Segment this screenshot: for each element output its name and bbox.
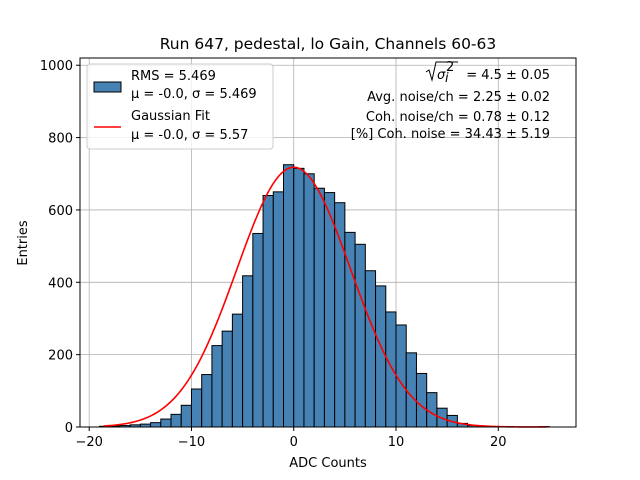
histogram-bar (252, 232, 264, 428)
histogram-bar (426, 392, 438, 428)
plot-frame (79, 57, 577, 428)
x-axis-ticks: −20 −10 0 10 20 (75, 427, 507, 450)
coh-noise-text: Coh. noise/ch = 0.78 ± 0.12 (366, 110, 550, 125)
histogram-bar (395, 324, 407, 428)
histogram-bar (150, 422, 162, 428)
y-axis-ticks: 0 200 400 600 800 1000 (40, 59, 80, 436)
histogram-bar (344, 231, 356, 428)
histogram-bar (303, 173, 315, 428)
histogram-bar (364, 270, 377, 428)
histogram-bar (272, 191, 285, 428)
histogram-bar (242, 275, 254, 428)
histogram-bar (405, 352, 417, 428)
x-axis-label: ADC Counts (289, 456, 367, 471)
histogram-bar (262, 194, 274, 428)
total-noise-value: = 4.5 ± 0.05 (466, 68, 550, 83)
noise-annotations: σ i 2 = 4.5 ± 0.05 Avg. noise/ch = 2.25 … (351, 60, 550, 142)
histogram-bar (160, 418, 172, 428)
sigma-symbol: σ (437, 68, 446, 83)
histogram-bar (415, 372, 428, 428)
legend-fit-label: Gaussian Fit (131, 109, 210, 124)
sigma-superscript: 2 (446, 60, 454, 75)
sigma-subscript: i (445, 71, 449, 86)
legend-rms-stats: μ = -0.0, σ = 5.469 (131, 87, 257, 102)
y-tick-label: 600 (48, 204, 73, 219)
y-axis-label: Entries (16, 220, 31, 266)
histogram-bar (334, 202, 346, 428)
y-tick-label: 200 (48, 349, 73, 364)
pct-coh-noise-text: [%] Coh. noise = 34.43 ± 5.19 (351, 127, 550, 142)
histogram-bar (180, 404, 192, 428)
histogram-bar (231, 313, 244, 428)
histogram-bar (323, 192, 336, 428)
histogram-bar (221, 330, 233, 428)
legend-box (86, 63, 274, 150)
histogram-bar (201, 374, 213, 428)
histogram-bar (293, 167, 305, 428)
legend-fit-stats: μ = -0.0, σ = 5.57 (131, 128, 248, 143)
gaussian-fit-curve (103, 166, 548, 428)
x-tick-label: 0 (290, 435, 298, 450)
y-tick-label: 800 (48, 132, 73, 147)
x-tick-label: −10 (178, 435, 205, 450)
y-tick-label: 0 (65, 421, 73, 436)
x-tick-label: −20 (75, 435, 102, 450)
histogram-bar (385, 311, 397, 428)
histogram-bar (170, 413, 182, 428)
histogram-bar (211, 345, 223, 428)
histogram-bar (190, 388, 203, 428)
x-tick-label: 20 (490, 435, 507, 450)
legend-histogram-swatch (93, 81, 122, 93)
histogram-bar (313, 187, 325, 428)
y-tick-label: 400 (48, 276, 73, 291)
sqrt-radical (425, 61, 458, 82)
x-tick-label: 10 (388, 435, 405, 450)
histogram-bar (283, 164, 295, 428)
histogram-bar (354, 243, 366, 428)
chart-title: Run 647, pedestal, lo Gain, Channels 60-… (160, 35, 497, 53)
legend: RMS = 5.469 μ = -0.0, σ = 5.469 Gaussian… (86, 63, 274, 150)
y-tick-label: 1000 (40, 59, 73, 74)
avg-noise-text: Avg. noise/ch = 2.25 ± 0.02 (367, 90, 550, 105)
histogram-bar (375, 285, 387, 428)
legend-rms-label: RMS = 5.469 (131, 69, 216, 84)
